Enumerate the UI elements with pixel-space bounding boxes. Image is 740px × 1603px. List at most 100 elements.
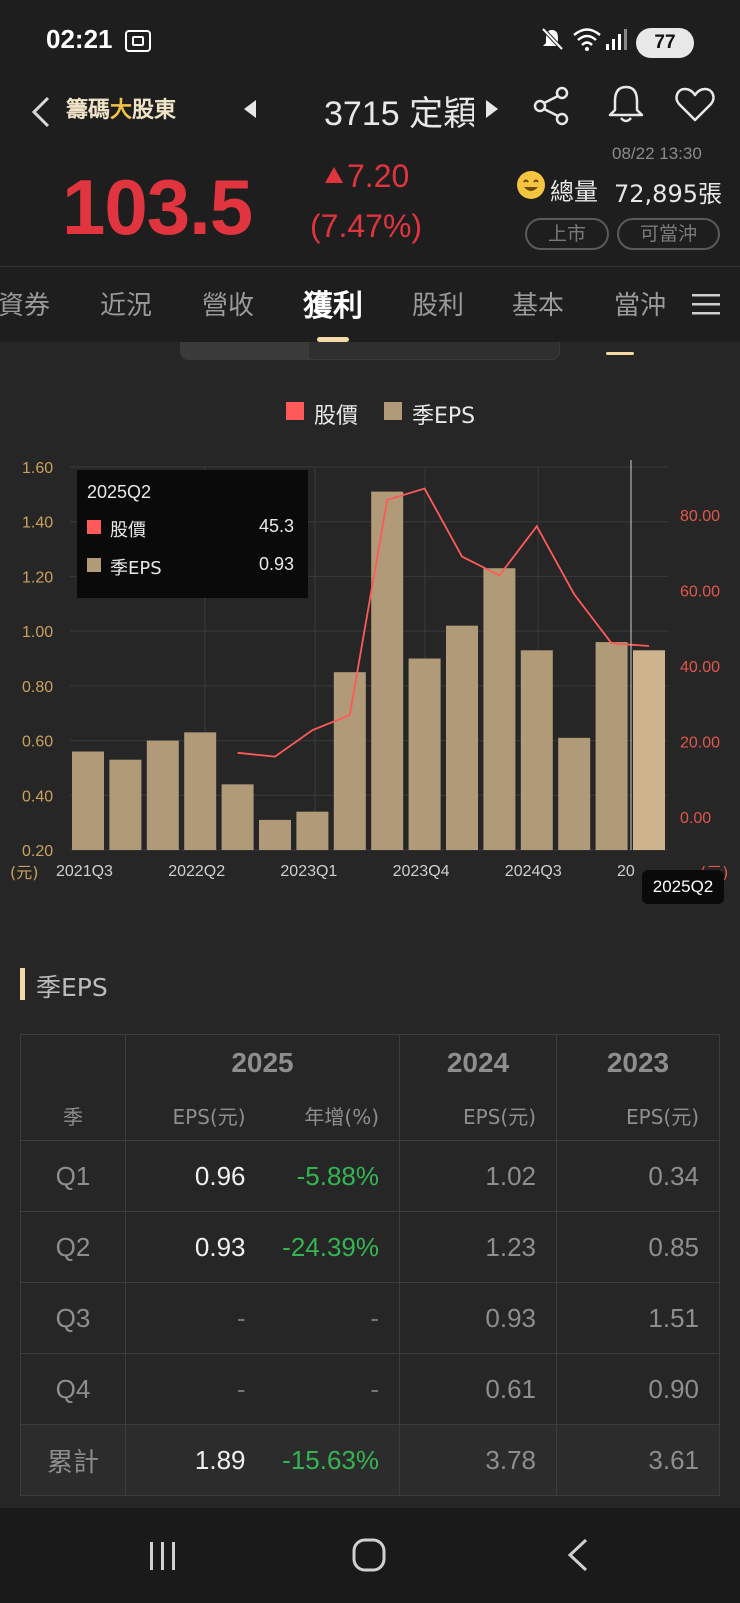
tab-dividend[interactable]: 股利 — [412, 291, 465, 321]
eps-2023-cell: 3.61 — [556, 1424, 720, 1496]
prev-stock-button[interactable] — [240, 94, 258, 124]
bell-icon[interactable] — [604, 82, 648, 126]
yoy-cell: -24.39% — [253, 1211, 400, 1283]
share-icon[interactable] — [530, 84, 574, 128]
brand-prefix: 籌碼 — [66, 98, 111, 123]
year-2023-header: 2023 — [556, 1034, 720, 1091]
tab-revenue[interactable]: 營收 — [202, 291, 255, 321]
eps-2023-cell: 0.34 — [556, 1140, 720, 1212]
eps-2023-col-header: EPS(元) — [556, 1090, 720, 1141]
year-2025-header: 2025 — [125, 1034, 400, 1091]
left-axis-unit: (元) — [10, 863, 39, 882]
yoy-cell: -5.88% — [253, 1140, 400, 1212]
selected-x-label: 2025Q2 — [642, 870, 724, 904]
yoy-cell: - — [253, 1282, 400, 1354]
yoy-col-header: 年增(%) — [253, 1090, 400, 1141]
eps-bar — [446, 625, 478, 850]
tab-recent[interactable]: 近況 — [100, 291, 153, 321]
up-triangle-icon — [325, 167, 343, 183]
volume-label: 總量 — [550, 178, 598, 206]
legend-eps-swatch — [384, 402, 402, 420]
eps-2023-cell: 0.90 — [556, 1353, 720, 1425]
blank-header-cell — [20, 1034, 126, 1091]
system-nav-bar — [0, 1508, 740, 1603]
mute-icon — [541, 27, 564, 51]
next-stock-button[interactable] — [484, 94, 502, 124]
left-axis-tick-label: 1.00 — [22, 624, 53, 641]
eps-bar — [483, 568, 516, 850]
back-button[interactable] — [26, 90, 56, 134]
tooltip-eps-swatch — [87, 558, 101, 572]
eps-2023-cell: 0.85 — [556, 1211, 720, 1283]
section-title: 季EPS — [36, 973, 108, 1002]
smiley-icon — [517, 171, 545, 199]
left-axis-tick-label: 0.60 — [22, 734, 53, 751]
tooltip-price-label: 股價 — [110, 520, 146, 541]
table-row: Q4 - - 0.61 0.90 — [20, 1353, 720, 1425]
left-axis-tick-label: 1.60 — [22, 460, 53, 477]
eps-2025-col-header: EPS(元) — [125, 1090, 254, 1141]
eps-2025-cell: - — [125, 1353, 254, 1425]
segmented-control[interactable] — [180, 342, 560, 360]
column-header-row: 季 EPS(元) 年增(%) EPS(元) EPS(元) — [20, 1090, 720, 1141]
eps-2025-cell: - — [125, 1282, 254, 1354]
price-change: 7.20 — [325, 158, 409, 195]
eps-2024-cell: 3.78 — [399, 1424, 557, 1496]
daytrade-badge: 可當沖 — [617, 218, 720, 250]
right-axis-tick-label: 40.00 — [680, 659, 720, 676]
quote-timestamp: 08/22 13:30 — [612, 144, 702, 163]
wifi-icon — [573, 28, 601, 51]
x-axis-tick-label: 2024Q3 — [505, 863, 562, 880]
x-axis-tick-label: 2023Q1 — [280, 863, 337, 880]
tooltip-title: 2025Q2 — [87, 482, 152, 502]
volume-value: 72,895張 — [614, 180, 722, 208]
brand-logo[interactable]: 籌碼大股東 — [66, 92, 176, 124]
eps-bar — [146, 740, 179, 850]
x-axis-tick-label: 2022Q2 — [168, 863, 225, 880]
eps-price-chart[interactable]: 0.20 0.40 0.60 0.80 1.00 1.20 1.40 1.60 (元) 0.00 2… — [0, 450, 740, 920]
heart-icon[interactable] — [673, 82, 717, 126]
quarter-cell: Q1 — [20, 1140, 126, 1212]
table-total-row: 累計 1.89 -15.63% 3.78 3.61 — [20, 1424, 720, 1496]
x-axis-tick-label: 2023Q4 — [393, 863, 450, 880]
tab-basic[interactable]: 基本 — [512, 291, 565, 321]
price-change-pct: (7.47%) — [310, 208, 423, 244]
tooltip-price-swatch — [87, 520, 101, 534]
price-line — [237, 487, 650, 758]
tab-bar: 資券 近況 營收 獲利 股利 基本 當沖 — [0, 266, 740, 342]
recent-apps-icon[interactable] — [132, 1530, 192, 1580]
left-axis-tick-label: 0.20 — [22, 843, 53, 860]
section-accent-bar — [20, 968, 25, 1000]
table-row: Q1 0.96 -5.88% 1.02 0.34 — [20, 1140, 720, 1212]
stock-title: 3715 定穎投控 — [324, 95, 474, 133]
eps-2023-cell: 1.51 — [556, 1282, 720, 1354]
tab-margin[interactable]: 資券 — [0, 291, 51, 321]
tab-profit[interactable]: 獲利 — [303, 289, 363, 324]
eps-bar — [595, 642, 628, 850]
quarter-cell: Q4 — [20, 1353, 126, 1425]
eps-bar — [371, 491, 404, 850]
year-header-row: 2025 2024 2023 — [20, 1034, 720, 1091]
eps-bar — [221, 784, 254, 850]
eps-bar — [558, 737, 591, 850]
tooltip-price-value: 45.3 — [258, 516, 294, 536]
eps-bar — [109, 759, 142, 850]
home-icon[interactable] — [339, 1530, 399, 1580]
yoy-cell: - — [253, 1353, 400, 1425]
status-bar: 02:21 77 — [0, 0, 740, 80]
tab-daytrade[interactable]: 當沖 — [614, 291, 667, 321]
quarter-cell: 累計 — [20, 1424, 126, 1496]
eps-bar — [184, 732, 217, 850]
left-axis-tick-label: 1.40 — [22, 515, 53, 532]
eps-2025-cell: 0.93 — [125, 1211, 254, 1283]
menu-icon[interactable] — [692, 293, 720, 315]
yoy-cell: -15.63% — [253, 1424, 400, 1496]
right-axis-tick-label: 80.00 — [680, 508, 720, 525]
eps-2024-cell: 0.61 — [399, 1353, 557, 1425]
back-nav-icon[interactable] — [548, 1530, 608, 1580]
legend-price-swatch — [286, 402, 304, 420]
legend-eps-label[interactable]: 季EPS — [412, 404, 476, 429]
eps-2024-cell: 1.23 — [399, 1211, 557, 1283]
legend-price-label[interactable]: 股價 — [314, 404, 359, 429]
